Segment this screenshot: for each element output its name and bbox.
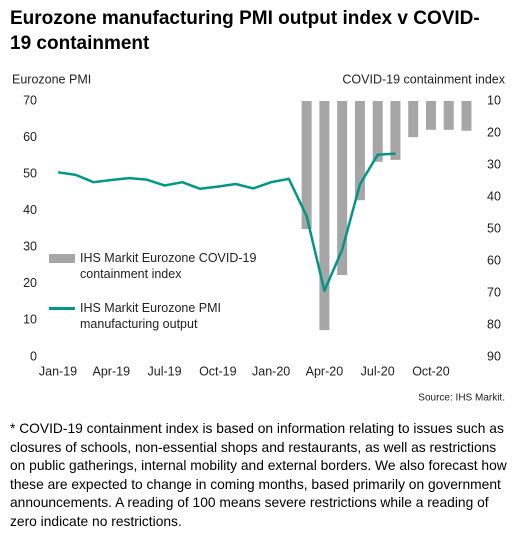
y2-tick-label: 30 <box>487 157 501 171</box>
legend-swatch <box>49 306 75 310</box>
legend-swatch <box>49 253 75 263</box>
x-tick-label: Oct-19 <box>199 364 237 378</box>
y-tick-label: 0 <box>30 349 37 363</box>
bar <box>461 101 472 131</box>
x-tick-label: Jan-20 <box>252 364 290 378</box>
bar <box>408 101 419 138</box>
bar <box>319 101 330 331</box>
y2-tick-label: 40 <box>487 189 501 203</box>
source: Source: IHS Markit. <box>418 393 505 404</box>
legend-label: IHS Markit Eurozone COVID-19 containment… <box>80 251 257 281</box>
y2-tick-label: 80 <box>487 317 501 331</box>
y2-tick-label: 70 <box>487 285 501 299</box>
y-tick-label: 70 <box>23 93 37 107</box>
y-tick-label: 10 <box>23 313 37 327</box>
bar <box>390 101 401 160</box>
y-tick-label: 60 <box>23 130 37 144</box>
x-tick-label: Oct-20 <box>412 364 450 378</box>
y-tick-label: 20 <box>23 276 37 290</box>
chart-title: Eurozone manufacturing PMI output index … <box>10 8 480 54</box>
bar <box>443 101 454 130</box>
bar <box>425 101 436 130</box>
y2-tick-label: 90 <box>487 349 501 363</box>
x-tick-label: Jul-19 <box>148 364 182 378</box>
chart: Eurozone PMI COVID-19 containment index … <box>12 72 506 404</box>
line <box>57 152 396 293</box>
footnote: * COVID-19 containment index is based on… <box>10 421 507 529</box>
y-axis-label: Eurozone PMI <box>12 72 91 86</box>
y2-tick-label: 10 <box>487 93 501 107</box>
x-tick-label: Jul-20 <box>361 364 395 378</box>
y-tick-label: 40 <box>23 203 37 217</box>
y2-tick-label: 20 <box>487 125 501 139</box>
bar <box>337 101 348 276</box>
bar <box>354 101 365 201</box>
x-tick-label: Apr-20 <box>306 364 344 378</box>
y2-tick-label: 60 <box>487 253 501 267</box>
bar <box>372 101 383 162</box>
y-tick-label: 30 <box>23 240 37 254</box>
y2-axis-label: COVID-19 containment index <box>342 72 505 86</box>
y2-tick-label: 50 <box>487 221 501 235</box>
x-tick-label: Apr-19 <box>93 364 131 378</box>
x-tick-label: Jan-19 <box>39 364 77 378</box>
bar <box>301 101 312 229</box>
legend-label: IHS Markit Eurozone PMI manufacturing ou… <box>80 301 222 331</box>
y-tick-label: 50 <box>23 166 37 180</box>
